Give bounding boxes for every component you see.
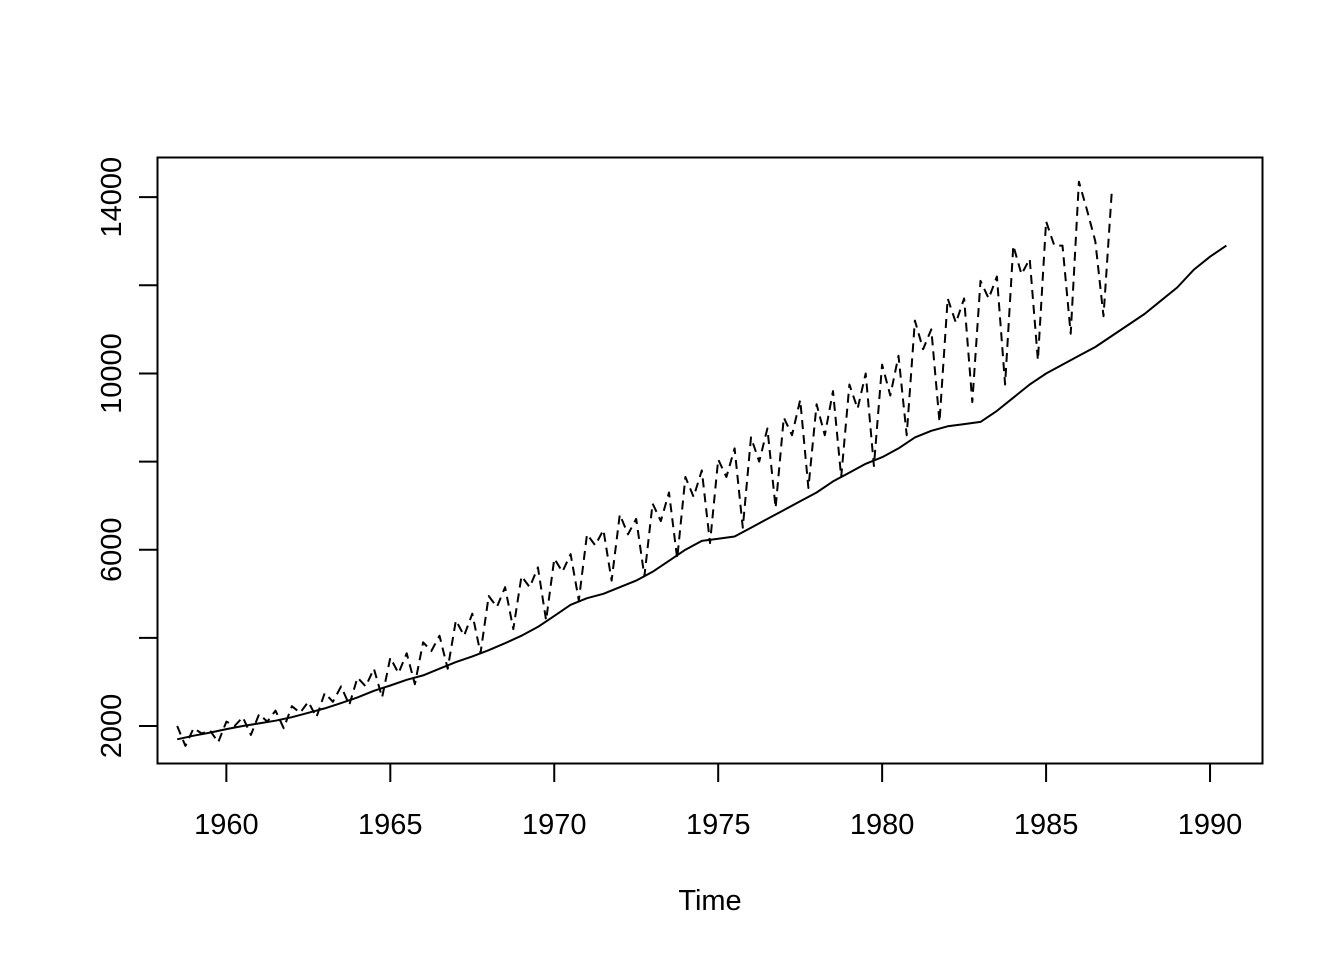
x-axis: 1960 1965 1970 1975 1980 1985 1990 [194, 762, 1243, 841]
x-tick-label: 1990 [1178, 809, 1243, 841]
y-tick-label: 2000 [96, 694, 128, 759]
y-tick-label: 10000 [96, 333, 128, 414]
x-tick-label: 1970 [522, 809, 587, 841]
x-tick-label: 1960 [194, 809, 259, 841]
y-axis: 2000 6000 10000 14000 [96, 157, 159, 759]
x-tick-label: 1980 [850, 809, 915, 841]
series-layer [176, 180, 1227, 747]
x-tick-label: 1965 [358, 809, 423, 841]
y-tick-label: 6000 [96, 517, 128, 582]
series-line-2 [176, 244, 1227, 741]
x-tick-label: 1975 [686, 809, 751, 841]
x-tick-label: 1985 [1014, 809, 1079, 841]
y-tick-label: 14000 [96, 157, 128, 238]
x-axis-label: Time [678, 885, 741, 917]
